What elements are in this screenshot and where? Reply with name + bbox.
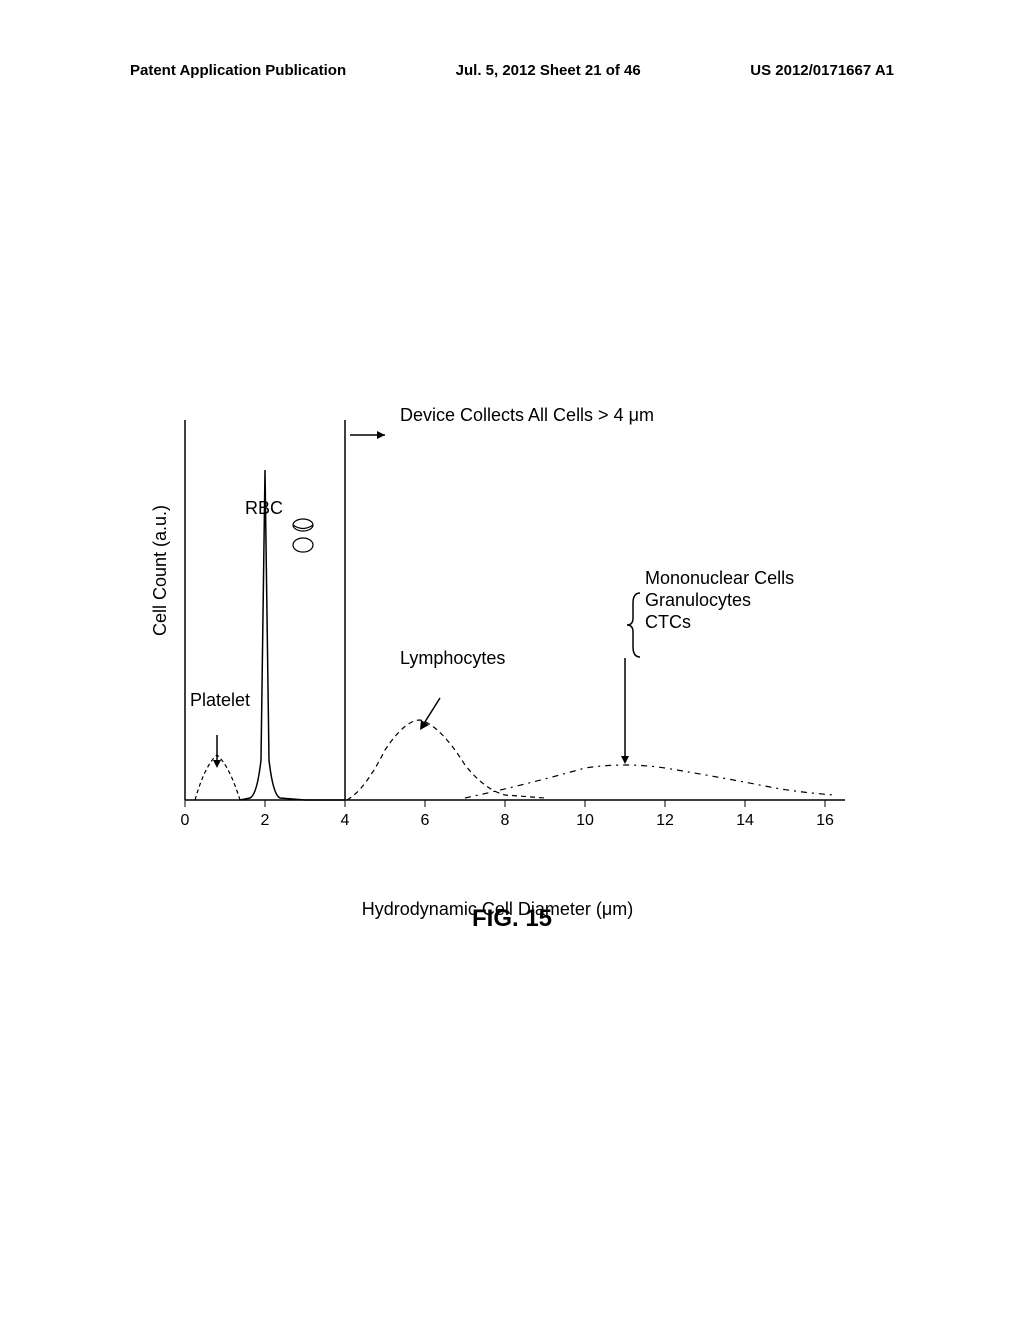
y-axis-label: Cell Count (a.u.) <box>150 505 171 636</box>
figure-container: Cell Count (a.u.) 0 2 4 6 8 10 12 14 16 <box>125 390 870 880</box>
lymphocytes-arrow-line <box>423 698 440 725</box>
device-text: Device Collects All Cells > 4 μm <box>400 405 654 426</box>
tick-8: 8 <box>501 812 510 829</box>
tick-10: 10 <box>576 812 594 829</box>
header-left: Patent Application Publication <box>130 62 346 79</box>
brace-item-1: Granulocytes <box>645 590 751 611</box>
brace-arrow-head <box>621 756 629 764</box>
rbc-icon-top <box>293 519 313 531</box>
tick-4: 4 <box>341 812 350 829</box>
page-header: Patent Application Publication Jul. 5, 2… <box>0 62 1024 79</box>
rbc-curve <box>240 470 345 800</box>
tick-2: 2 <box>261 812 270 829</box>
curly-brace <box>627 593 640 657</box>
rbc-icon-line <box>293 525 313 529</box>
tick-14: 14 <box>736 812 754 829</box>
brace-item-2: CTCs <box>645 612 691 633</box>
tick-16: 16 <box>816 812 834 829</box>
platelet-arrow-head <box>213 760 221 768</box>
x-ticks: 0 2 4 6 8 10 12 14 16 <box>181 800 834 829</box>
tick-6: 6 <box>421 812 430 829</box>
rbc-label: RBC <box>245 498 283 519</box>
device-arrow-head <box>377 431 385 439</box>
platelet-label: Platelet <box>190 690 250 711</box>
header-right: US 2012/0171667 A1 <box>750 62 894 79</box>
brace-item-0: Mononuclear Cells <box>645 568 794 589</box>
lymphocytes-curve <box>347 720 545 800</box>
tick-0: 0 <box>181 812 190 829</box>
figure-caption: FIG. 15 <box>472 905 552 933</box>
tick-12: 12 <box>656 812 674 829</box>
header-center: Jul. 5, 2012 Sheet 21 of 46 <box>456 62 641 79</box>
broad-curve <box>465 765 835 798</box>
chart-svg: 0 2 4 6 8 10 12 14 16 <box>125 390 870 880</box>
lymphocytes-label: Lymphocytes <box>400 648 505 669</box>
rbc-icon-bottom <box>293 538 313 552</box>
